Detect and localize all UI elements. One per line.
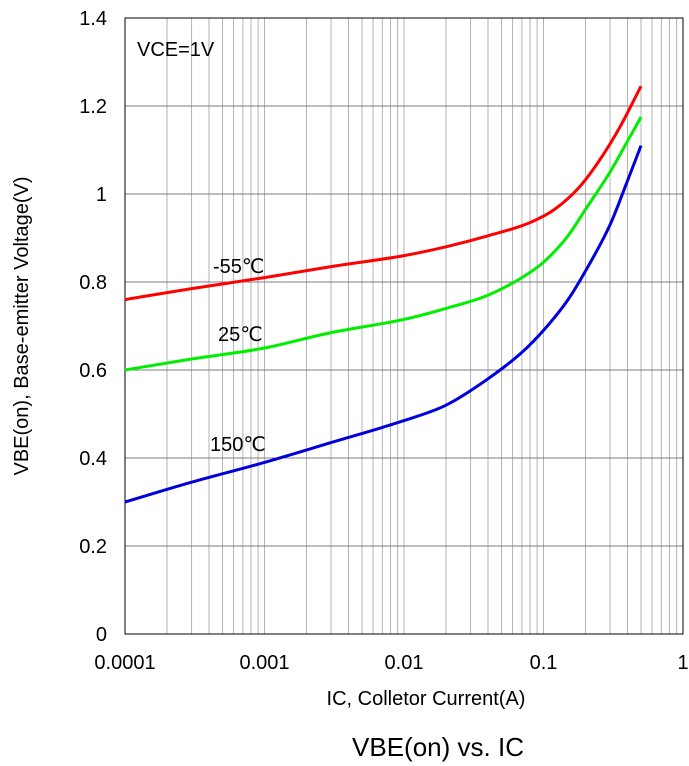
- y-tick-label: 1: [96, 184, 107, 206]
- series-label-25: 25℃: [218, 324, 263, 346]
- y-tick-label: 0: [96, 624, 107, 646]
- x-tick-label: 0.001: [239, 652, 289, 674]
- y-tick-label: 0.2: [79, 536, 107, 558]
- x-tick-label: 0.01: [385, 652, 424, 674]
- x-tick-label: 0.0001: [94, 652, 155, 674]
- x-tick-label: 0.1: [530, 652, 558, 674]
- series-layer: [124, 85, 643, 504]
- annotation-vce: VCE=1V: [137, 39, 215, 61]
- series-line-0: [124, 85, 643, 302]
- y-axis-title: VBE(on), Base-emitter Voltage(V): [11, 176, 33, 475]
- chart-caption: VBE(on) vs. IC: [352, 732, 524, 762]
- y-tick-label: 0.4: [79, 448, 107, 470]
- grid: [125, 18, 683, 634]
- x-tick-labels: 0.0001 0.001 0.01 0.1 1: [94, 652, 688, 674]
- y-tick-label: 0.6: [79, 360, 107, 382]
- plot-frame: [124, 17, 684, 635]
- series-line-1: [124, 116, 643, 372]
- y-tick-label: 1.2: [79, 96, 107, 118]
- series-label-minus55: -55℃: [213, 256, 264, 278]
- series-line-2: [124, 145, 643, 504]
- y-tick-label: 1.4: [79, 8, 107, 30]
- y-tick-label: 0.8: [79, 272, 107, 294]
- series-label-150: 150℃: [210, 434, 266, 456]
- y-tick-labels: 0 0.2 0.4 0.6 0.8 1 1.2 1.4: [79, 8, 107, 646]
- x-tick-label: 1: [677, 652, 688, 674]
- x-axis-title: IC, Colletor Current(A): [327, 688, 526, 710]
